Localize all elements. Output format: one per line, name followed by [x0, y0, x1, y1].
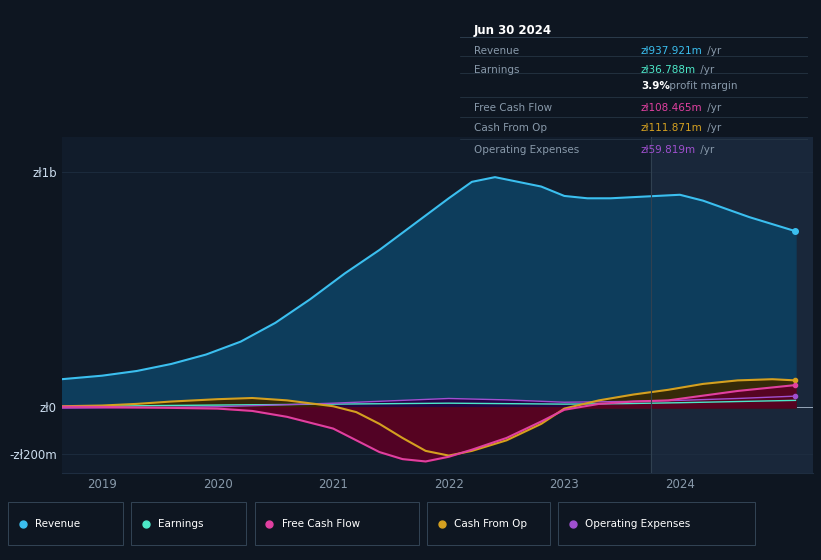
Text: Earnings: Earnings [474, 66, 520, 75]
Text: Revenue: Revenue [35, 519, 80, 529]
Text: /yr: /yr [704, 46, 721, 57]
Text: zł59.819m: zł59.819m [641, 145, 696, 155]
Text: /yr: /yr [704, 103, 721, 113]
Text: Jun 30 2024: Jun 30 2024 [474, 25, 552, 38]
Text: zł937.921m: zł937.921m [641, 46, 703, 57]
Text: Revenue: Revenue [474, 46, 519, 57]
Text: Operating Expenses: Operating Expenses [474, 145, 579, 155]
Text: /yr: /yr [697, 145, 714, 155]
Text: Cash From Op: Cash From Op [454, 519, 527, 529]
Bar [131, 502, 246, 545]
Text: zł111.871m: zł111.871m [641, 123, 703, 133]
Text: profit margin: profit margin [666, 81, 737, 91]
Text: 3.9%: 3.9% [641, 81, 670, 91]
Text: /yr: /yr [697, 66, 714, 75]
Text: Cash From Op: Cash From Op [474, 123, 547, 133]
Text: zł36.788m: zł36.788m [641, 66, 696, 75]
Bar [255, 502, 419, 545]
Bar [427, 502, 550, 545]
Text: Free Cash Flow: Free Cash Flow [282, 519, 360, 529]
Text: Free Cash Flow: Free Cash Flow [474, 103, 552, 113]
Text: /yr: /yr [704, 123, 721, 133]
Text: Operating Expenses: Operating Expenses [585, 519, 690, 529]
Bar [8, 502, 123, 545]
Text: Earnings: Earnings [158, 519, 204, 529]
Bar [558, 502, 755, 545]
Text: zł108.465m: zł108.465m [641, 103, 703, 113]
Bar [651, 137, 813, 473]
